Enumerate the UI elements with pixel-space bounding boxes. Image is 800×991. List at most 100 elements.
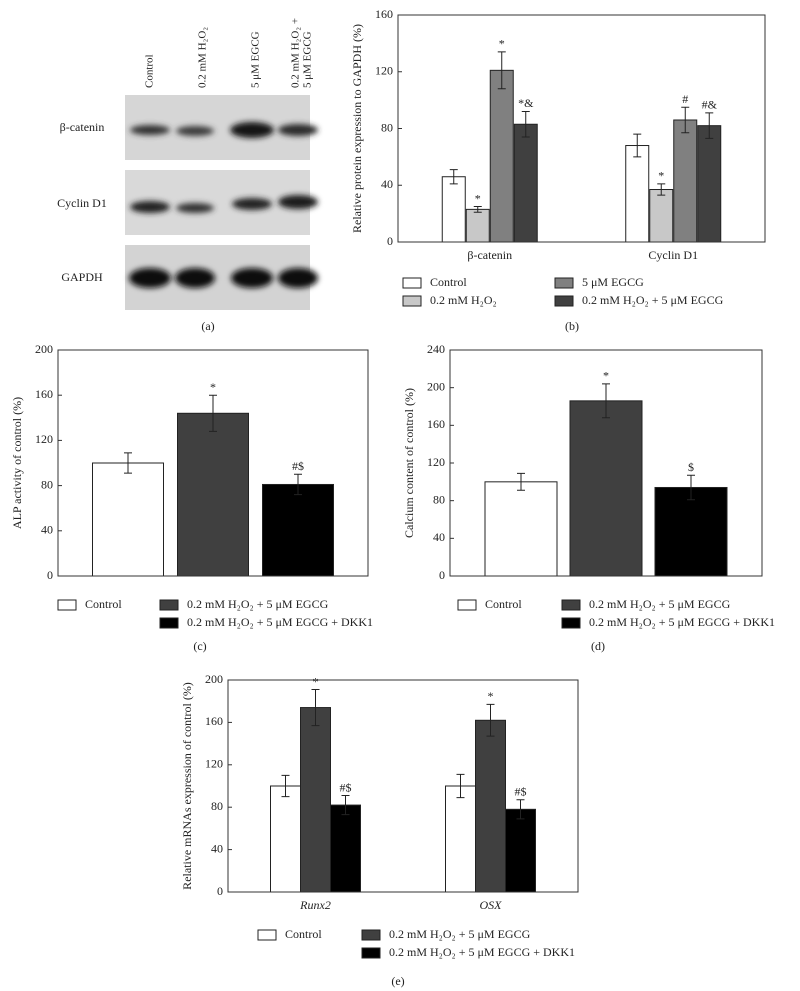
y-tick-label: 160 [205,714,223,728]
y-tick-label: 120 [427,455,445,469]
blot-row-label: β-catenin [60,120,105,134]
y-tick-label: 0 [387,234,393,248]
y-tick-label: 160 [427,417,445,431]
y-tick-label: 40 [381,177,393,191]
y-tick-label: 0 [47,568,53,582]
bar [569,400,643,577]
error-bar [281,774,290,798]
legend-label: 0.2 mM H₂O₂ + 5 μM EGCG [582,293,724,307]
significance-label: #$ [340,780,352,794]
error-bar [687,474,695,501]
bar [177,412,249,577]
blot-column-label: 0.2 mM H₂O₂ + [290,18,302,88]
error-bar [657,183,666,196]
error-bar [311,689,320,727]
legend-swatch [457,599,477,611]
error-bar [473,206,482,213]
significance-label: # [682,92,688,106]
error-bar [705,112,714,139]
x-tick-label: β-catenin [467,248,512,262]
panel-label: (b) [565,319,579,333]
error-bar [521,110,530,138]
legend-label: 0.2 mM H₂O₂ + 5 μM EGCG + DKK1 [389,945,575,959]
significance-label: * [488,689,494,703]
significance-label: #$ [292,459,304,473]
chart: 0 40 80 120 160 Relative protein expression t… [350,7,766,333]
bar [92,462,164,577]
western-blot [125,95,318,310]
legend-swatch [57,599,77,611]
legend-swatch [554,295,574,307]
y-tick-label: 0 [217,884,223,898]
error-bar [456,773,465,799]
significance-label: $ [688,460,694,474]
error-bar [294,473,302,496]
significance-label: #& [702,98,718,112]
legend-swatch [361,929,381,941]
bar [489,69,514,243]
legend-label: 0.2 mM H₂O₂ + 5 μM EGCG + DKK1 [589,615,775,629]
blot-column-label: 0.2 mM H₂O₂ [197,27,209,88]
plot-frame [57,349,369,577]
error-bar [341,795,350,816]
y-tick-label: 200 [205,672,223,686]
y-tick-label: 120 [205,757,223,771]
legend-label: 0.2 mM H₂O₂ + 5 μM EGCG [187,597,329,611]
y-axis-label: ALP activity of control (%) [10,397,24,529]
bar [484,481,558,577]
legend-swatch [561,599,581,611]
plot-frame [449,349,763,577]
blot-column-label: 5 μM EGCG [250,31,262,88]
bar [330,804,361,893]
legend-swatch [159,617,179,629]
legend-swatch [554,277,574,289]
bar [649,189,674,243]
significance-label: * [603,369,609,383]
plot-frame [397,14,766,243]
chart: 0 40 80 120 160 200 240 Calcium content of cont… [402,342,775,653]
panel-label: (d) [591,639,605,653]
significance-label: * [475,191,481,205]
y-axis-label: Calcium content of control (%) [402,388,416,538]
legend-label: Control [485,597,522,611]
error-bar [602,383,610,419]
bar [513,123,538,243]
legend-swatch [402,295,422,307]
legend-swatch [159,599,179,611]
significance-label: #$ [515,785,527,799]
bar [441,176,466,243]
blot-bands [129,122,318,288]
y-tick-label: 80 [381,120,393,134]
legend-swatch [361,947,381,959]
legend-swatch [561,617,581,629]
y-tick-label: 120 [375,64,393,78]
error-bar [633,133,642,158]
y-tick-label: 40 [433,530,445,544]
y-axis-label: Relative protein expression to GAPDH (%) [350,24,364,233]
legend-label: 0.2 mM H₂O₂ [430,293,497,307]
significance-label: * [313,674,319,688]
legend-label: 0.2 mM H₂O₂ + 5 μM EGCG [589,597,731,611]
blot-row-label: Cyclin D1 [57,196,107,210]
bar [654,486,728,577]
y-tick-label: 240 [427,342,445,356]
bar [475,719,506,893]
y-tick-label: 80 [211,799,223,813]
y-tick-label: 120 [35,432,53,446]
x-tick-label: Runx2 [299,898,331,912]
significance-label: *& [518,96,534,110]
bar [505,808,536,893]
legend-label: 0.2 mM H₂O₂ + 5 μM EGCG [389,927,531,941]
legend-label: 5 μM EGCG [582,275,644,289]
bar [465,208,490,243]
x-tick-label: OSX [480,898,503,912]
blot-row-label: GAPDH [61,270,103,284]
bar [697,125,722,243]
y-tick-label: 160 [375,7,393,21]
y-tick-label: 200 [427,379,445,393]
blot-column-label: 5 μM EGCG [302,31,314,88]
bar [625,145,650,243]
bar [445,785,476,893]
error-bar [516,799,525,820]
